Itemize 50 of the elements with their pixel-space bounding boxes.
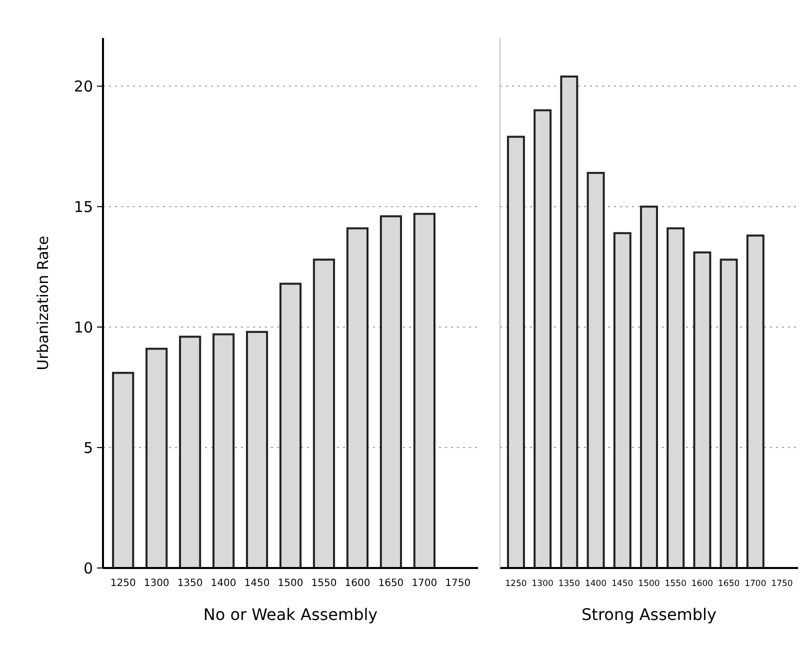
- x-tick-label: 1300: [144, 578, 170, 589]
- bar: [640, 206, 658, 569]
- bar: [586, 172, 605, 569]
- x-tick-label: 1600: [691, 579, 714, 589]
- x-tick-label: 1250: [110, 578, 136, 589]
- bar: [666, 227, 685, 569]
- bar: [179, 336, 202, 569]
- x-tick-label: 1300: [532, 579, 554, 589]
- bar: [380, 215, 402, 569]
- x-tick-label: 1450: [612, 579, 634, 589]
- x-tick-label: 1700: [744, 579, 766, 589]
- y-tick-label: 20: [74, 77, 93, 96]
- y-tick-label: 15: [74, 198, 93, 216]
- bar: [720, 258, 738, 569]
- y-tick-label: 0: [83, 559, 93, 578]
- x-tick-label: 1650: [378, 578, 404, 589]
- x-tick-label: 1400: [584, 579, 607, 589]
- bar: [560, 76, 578, 569]
- x-tick-label: 1600: [344, 578, 370, 589]
- x-tick-label: 1750: [445, 578, 471, 589]
- x-axis-title: No or Weak Assembly: [203, 605, 378, 624]
- bar: [613, 232, 632, 569]
- x-tick-label: 1400: [210, 578, 236, 589]
- bar: [693, 251, 712, 569]
- x-tick-label: 1700: [412, 578, 438, 589]
- bar: [346, 227, 369, 569]
- x-tick-label: 1250: [505, 579, 527, 589]
- bar: [112, 372, 134, 569]
- x-tick-label: 1550: [311, 578, 337, 589]
- y-tick-label: 5: [83, 438, 93, 457]
- y-axis-title: Urbanization Rate: [34, 236, 52, 370]
- bar: [506, 136, 525, 569]
- bar: [279, 282, 302, 569]
- bar: [212, 333, 235, 569]
- bar: [746, 234, 764, 569]
- x-tick-label: 1500: [278, 578, 304, 589]
- bar: [312, 258, 336, 569]
- bar: [246, 330, 268, 569]
- bar: [534, 109, 552, 569]
- x-tick-label: 1500: [638, 579, 660, 589]
- x-tick-label: 1750: [771, 579, 793, 589]
- x-tick-label: 1650: [718, 579, 740, 589]
- bar: [146, 348, 168, 569]
- y-tick-label: 10: [74, 318, 93, 336]
- bar: [413, 212, 436, 569]
- x-tick-label: 1350: [177, 578, 203, 589]
- x-axis-title: Strong Assembly: [582, 605, 716, 624]
- x-tick-label: 1450: [244, 578, 270, 589]
- x-tick-label: 1350: [558, 579, 580, 589]
- x-tick-label: 1550: [664, 579, 686, 589]
